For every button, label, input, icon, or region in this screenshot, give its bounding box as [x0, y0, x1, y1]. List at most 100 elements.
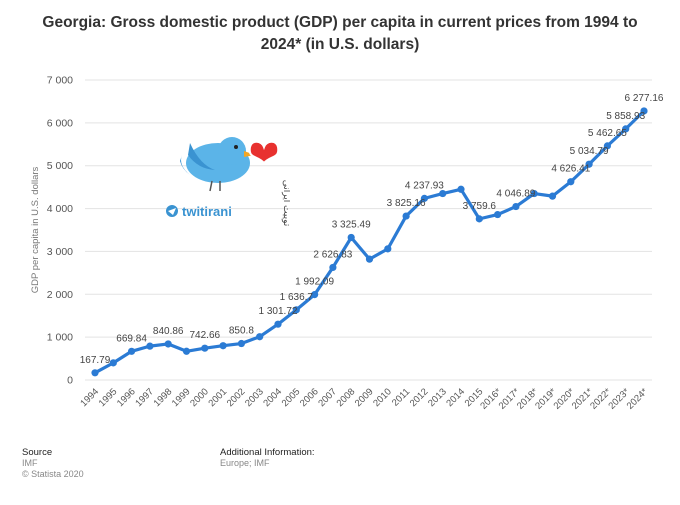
x-tick-label: 2011 [390, 386, 412, 408]
data-label: 1 301.72 [259, 306, 298, 317]
heart-icon [248, 140, 280, 165]
watermark-script: توییت ایرانی [281, 180, 290, 227]
data-point [182, 347, 191, 355]
data-label: 4 046.89 [496, 189, 535, 200]
x-tick-label: 1997 [133, 386, 156, 409]
data-label: 6 277.16 [625, 93, 664, 104]
x-tick-label: 2010 [371, 386, 394, 409]
data-point [475, 215, 483, 223]
bird-icon [180, 137, 255, 192]
data-label: 3 759.6 [463, 201, 497, 212]
data-point [146, 342, 154, 350]
data-point [512, 202, 520, 211]
data-point [439, 189, 447, 198]
data-point [292, 306, 300, 314]
watermark-brand: twitirani [182, 204, 232, 219]
data-label: 5 034.79 [570, 146, 609, 157]
x-tick-label: 2001 [206, 386, 229, 409]
data-point [237, 339, 245, 348]
additional-value: Europe; IMF [220, 458, 270, 468]
x-tick-label: 2005 [280, 386, 303, 409]
y-axis-label: GDP per capita in U.S. dollars [30, 166, 41, 293]
x-axis-ticks: 1994199519961997199819992000200120022003… [78, 386, 650, 412]
data-point [494, 210, 502, 219]
data-label: 4 237.93 [405, 180, 444, 191]
data-label: 3 825.16 [387, 198, 426, 209]
data-label: 1 992.09 [295, 277, 334, 288]
data-label: 4 626.41 [551, 164, 590, 175]
x-tick-label: 2003 [243, 386, 266, 409]
x-tick-label: 1995 [97, 386, 120, 409]
y-tick-label: 0 [67, 375, 73, 387]
y-tick-label: 4 000 [47, 203, 73, 215]
data-point [548, 192, 557, 200]
data-point [274, 320, 282, 328]
source-block: Source IMF © Statista 2020 [22, 447, 84, 480]
data-point [128, 347, 136, 355]
data-point [91, 369, 99, 377]
data-label: 850.8 [229, 326, 254, 337]
x-tick-label: 2002 [225, 386, 248, 409]
x-tick-label: 2006 [298, 386, 321, 409]
data-point [420, 194, 428, 202]
data-label: 2 626.83 [313, 249, 352, 260]
data-point [384, 245, 392, 253]
source-heading: Source [22, 447, 53, 458]
x-tick-label: 1998 [152, 386, 175, 409]
data-point [622, 125, 630, 133]
data-point [457, 185, 465, 193]
data-points [91, 107, 648, 377]
data-label: 5 462.65 [588, 128, 627, 139]
line-chart: 0 1 000 2 000 3 000 4 000 5 000 6 000 7 000 GDP… [30, 75, 664, 412]
additional-heading: Additional Information: [220, 447, 315, 458]
x-tick-label: 2009 [353, 386, 376, 409]
x-tick-label: 2024* [625, 386, 651, 412]
data-point [603, 142, 612, 150]
data-point [402, 212, 410, 220]
data-label: 742.66 [190, 330, 221, 341]
data-point [201, 344, 209, 352]
x-tick-label: 2004 [261, 386, 284, 409]
data-label: 669.84 [116, 333, 147, 344]
x-tick-label: 2007 [316, 386, 339, 409]
data-label: 5 858.93 [606, 111, 645, 122]
x-tick-label: 1994 [78, 386, 101, 409]
y-tick-label: 7 000 [47, 75, 73, 87]
data-label: 3 325.49 [332, 219, 371, 230]
data-point [256, 333, 264, 341]
x-tick-label: 2012 [408, 386, 431, 409]
y-tick-label: 5 000 [47, 160, 73, 172]
chart-title: Georgia: Gross domestic product (GDP) pe… [42, 14, 638, 53]
data-label: 1 636.7 [280, 292, 314, 303]
y-axis-ticks: 0 1 000 2 000 3 000 4 000 5 000 6 000 7 000 [47, 75, 73, 387]
data-point [640, 107, 648, 115]
x-tick-label: 1996 [115, 386, 138, 409]
data-label: 167.79 [80, 355, 111, 366]
x-tick-label: 2000 [188, 386, 211, 409]
x-tick-label: 1999 [170, 386, 193, 409]
data-point [311, 291, 319, 299]
twitirani-watermark: twitirani توییت ایرانی [166, 137, 290, 227]
x-tick-label: 2014 [444, 386, 467, 409]
source-value: IMF [22, 458, 38, 468]
data-point [164, 340, 172, 348]
copyright: © Statista 2020 [22, 469, 84, 479]
data-point [567, 178, 575, 186]
data-point [530, 189, 538, 198]
gridlines [85, 79, 652, 381]
data-point [365, 255, 374, 263]
data-point [347, 233, 355, 242]
x-tick-label: 2013 [426, 386, 449, 409]
data-label: 840.86 [153, 326, 184, 337]
x-tick-label: 2008 [335, 386, 358, 409]
y-tick-label: 3 000 [47, 246, 73, 258]
data-point [585, 160, 593, 168]
data-point [329, 263, 337, 272]
y-tick-label: 2 000 [47, 289, 73, 301]
additional-info-block: Additional Information: Europe; IMF [220, 447, 315, 469]
data-point [219, 342, 227, 350]
y-tick-label: 1 000 [47, 332, 73, 344]
y-tick-label: 6 000 [47, 117, 73, 129]
data-labels: 167.79 669.84 840.86 742.66 850.8 1 301.72 1 6… [80, 93, 664, 366]
data-point [109, 359, 117, 367]
